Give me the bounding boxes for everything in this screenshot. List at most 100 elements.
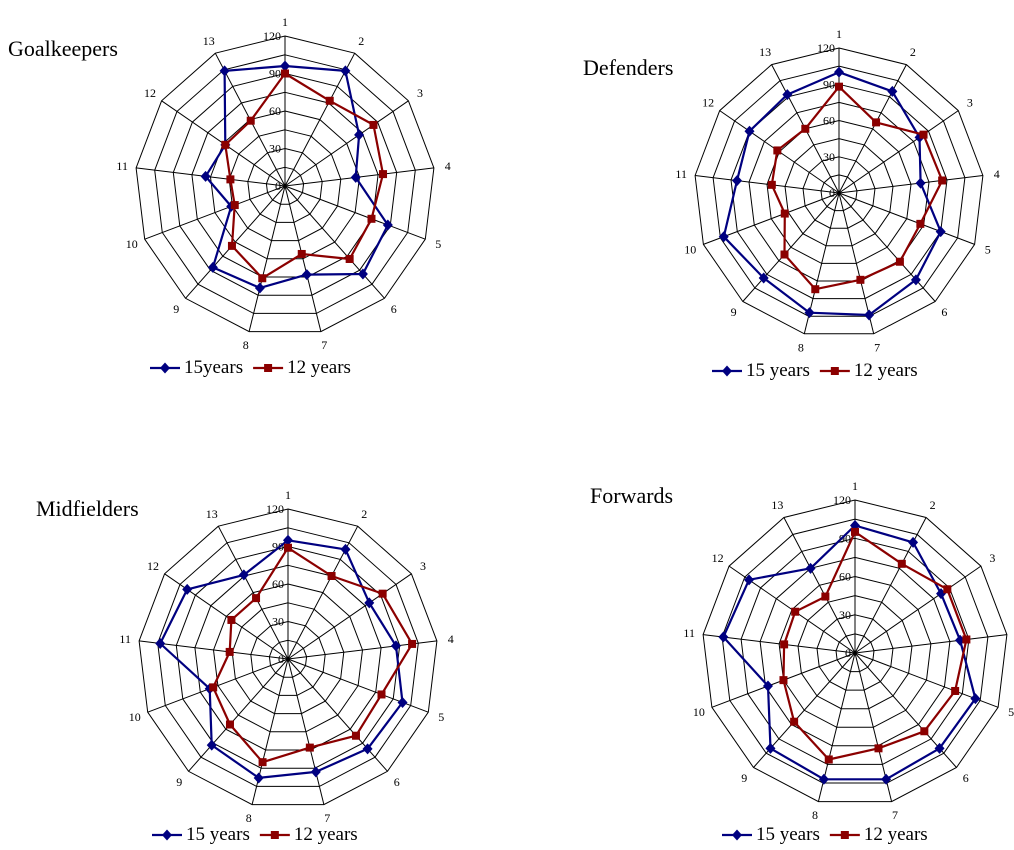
data-point-square <box>369 120 378 129</box>
category-label: 13 <box>203 34 215 48</box>
grid-ring <box>194 564 382 751</box>
data-point-square <box>345 254 354 263</box>
radial-tick-label: 120 <box>263 29 281 43</box>
data-point-diamond <box>818 773 829 785</box>
data-point-square <box>367 214 376 223</box>
data-point-square <box>325 96 334 105</box>
chart-title: Midfielders <box>36 496 139 521</box>
radial-tick-label: 90 <box>269 67 281 81</box>
legend-marker-square <box>830 367 839 375</box>
chart-title: Goalkeepers <box>8 36 118 61</box>
category-label: 11 <box>116 159 128 173</box>
category-label: 7 <box>321 338 327 352</box>
grid-spoke <box>284 185 385 299</box>
category-label: 4 <box>448 632 454 646</box>
grid-ring <box>721 518 989 784</box>
grid-ring <box>702 499 1008 803</box>
data-point-square <box>938 176 947 185</box>
category-label: 5 <box>985 242 991 256</box>
data-point-diamond <box>970 693 981 705</box>
data-point-diamond <box>881 773 892 785</box>
category-label: 1 <box>285 488 291 502</box>
grid-ring <box>835 633 875 673</box>
data-point-diamond <box>350 171 361 183</box>
radial-tick-label: 60 <box>823 114 835 128</box>
data-point-square <box>916 219 925 228</box>
grid-ring <box>740 537 970 765</box>
data-point-diamond <box>910 274 921 286</box>
data-point-square <box>811 285 820 294</box>
data-point-diamond <box>834 66 844 78</box>
grid-ring <box>712 65 966 317</box>
category-label: 2 <box>930 498 936 512</box>
data-point-square <box>919 130 928 139</box>
data-point-square <box>284 543 292 552</box>
grid-spoke <box>287 658 429 713</box>
data-point-diamond <box>908 536 919 548</box>
radial-tick-label: 30 <box>272 615 284 629</box>
radial-tick-label: 90 <box>823 77 835 91</box>
legend-label: 12 years <box>294 824 358 845</box>
data-point-diamond <box>254 282 265 294</box>
category-label: 10 <box>126 237 138 251</box>
data-point-square <box>258 758 267 767</box>
grid-spoke <box>284 52 356 187</box>
grid-spoke <box>136 167 286 187</box>
category-label: 4 <box>994 167 1000 181</box>
data-point-diamond <box>364 597 375 609</box>
grid-spoke <box>284 100 409 187</box>
data-point-square <box>780 250 789 259</box>
data-point-square <box>227 241 236 250</box>
data-point-square <box>230 201 239 210</box>
data-point-diamond <box>382 219 393 231</box>
data-point-square <box>767 180 776 189</box>
grid-ring <box>759 556 951 747</box>
data-point-diamond <box>354 129 365 141</box>
data-point-diamond <box>935 226 946 238</box>
category-label: 8 <box>246 811 252 825</box>
grid-ring <box>748 101 930 282</box>
category-label: 6 <box>391 302 397 316</box>
radial-tick-label: 30 <box>839 608 851 622</box>
grid-spoke <box>838 175 983 194</box>
radial-tick-label: 0 <box>829 186 835 200</box>
grid-spoke <box>188 658 289 772</box>
data-point-diamond <box>887 85 898 97</box>
data-point-diamond <box>915 177 926 189</box>
data-point-diamond <box>758 272 769 284</box>
grid-ring <box>784 138 894 247</box>
data-point-square <box>377 690 386 699</box>
category-label: 10 <box>684 242 696 256</box>
legend-label: 15 years <box>746 360 810 381</box>
data-point-diamond <box>782 89 793 101</box>
category-label: 11 <box>119 632 131 646</box>
radial-tick-label: 60 <box>269 104 281 118</box>
grid-spoke <box>147 658 289 713</box>
radar-panel: Midfielders12345678910111213030609012015… <box>36 488 454 845</box>
grid-ring <box>172 72 398 296</box>
radial-tick-label: 0 <box>845 646 851 660</box>
category-label: 2 <box>358 34 364 48</box>
data-point-diamond <box>390 640 401 652</box>
data-point-square <box>920 727 929 736</box>
data-point-diamond <box>207 261 218 273</box>
legend-label: 12 years <box>854 360 918 381</box>
data-point-square <box>874 744 883 753</box>
data-point-square <box>801 124 810 133</box>
category-label: 9 <box>731 305 737 319</box>
grid-ring <box>694 47 984 335</box>
data-point-square <box>821 592 830 601</box>
data-point-square <box>225 647 234 656</box>
legend-label: 15years <box>184 357 243 378</box>
data-point-diamond <box>155 637 166 649</box>
data-point-diamond <box>357 268 368 280</box>
data-point-square <box>897 559 906 568</box>
data-point-diamond <box>804 307 815 319</box>
data-point-square <box>297 249 306 258</box>
grid-spoke <box>217 525 289 660</box>
grid-ring <box>820 174 858 212</box>
radial-tick-label: 60 <box>839 570 851 584</box>
category-label: 13 <box>206 507 218 521</box>
category-label: 9 <box>741 771 747 785</box>
series-line <box>770 85 944 291</box>
